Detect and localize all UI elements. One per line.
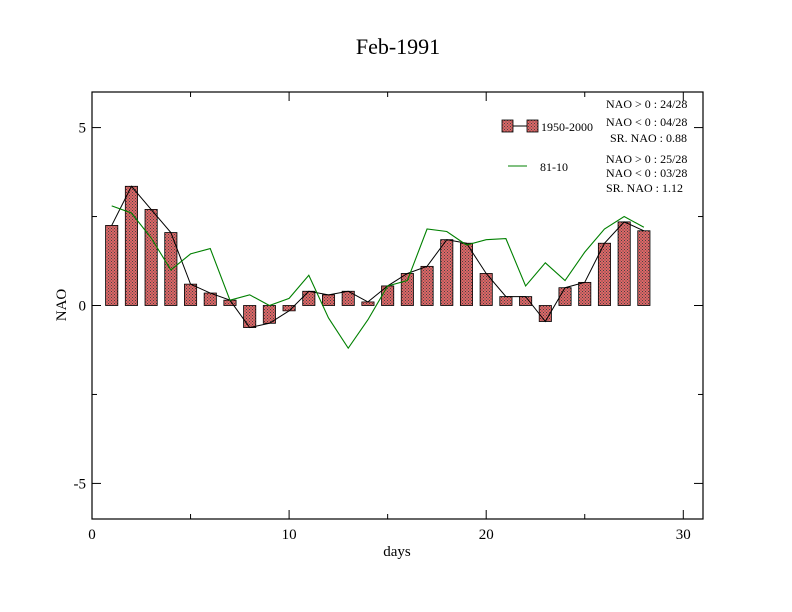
bar — [302, 290, 316, 306]
legend-label-81-10: 81-10 — [540, 160, 568, 174]
bar — [243, 305, 257, 328]
bar-series — [105, 185, 651, 329]
x-axis-label: days — [383, 544, 411, 560]
series-line-81-10 — [111, 205, 645, 350]
axis-ticks: 0 10 20 30 -5 0 5 — [74, 92, 703, 543]
bar — [124, 185, 138, 306]
bar — [400, 273, 414, 306]
legend-bar-swatch — [501, 119, 514, 133]
bar — [144, 209, 158, 306]
stats-line: NAO > 0 : 24/28 — [606, 97, 687, 111]
line-series — [111, 205, 645, 350]
bar — [578, 281, 592, 306]
y-axis-label: NAO — [54, 289, 70, 322]
bar — [558, 287, 572, 306]
y-tick-label: 5 — [79, 121, 87, 137]
legend-label-1950-2000: 1950-2000 — [541, 120, 593, 134]
bar — [637, 230, 651, 306]
x-tick-label: 10 — [282, 527, 297, 543]
stats-line: SR. NAO : 1.12 — [606, 181, 683, 195]
x-tick-label: 20 — [479, 527, 494, 543]
bar — [459, 242, 473, 306]
y-tick-label: 0 — [79, 299, 87, 315]
x-tick-label: 0 — [88, 527, 96, 543]
stats-line: NAO < 0 : 04/28 — [606, 115, 687, 129]
stats-line: SR. NAO : 0.88 — [610, 131, 687, 145]
bar-top-line — [111, 185, 645, 329]
stats-line: NAO > 0 : 25/28 — [606, 152, 687, 166]
bar — [184, 283, 198, 306]
bar — [617, 221, 631, 306]
bar — [440, 239, 454, 306]
bar — [105, 225, 119, 306]
chart-title: Feb-1991 — [356, 34, 440, 59]
bar — [499, 296, 513, 306]
x-tick-label: 30 — [676, 527, 691, 543]
legend: 1950-2000 81-10 NAO > 0 : 24/28 NAO < 0 : 0… — [501, 97, 687, 195]
legend-bar-swatch — [526, 119, 539, 133]
y-tick-label: -5 — [74, 476, 87, 492]
bar — [322, 294, 336, 306]
stats-line: NAO < 0 : 03/28 — [606, 166, 687, 180]
bar — [420, 265, 434, 306]
bar — [519, 296, 533, 306]
